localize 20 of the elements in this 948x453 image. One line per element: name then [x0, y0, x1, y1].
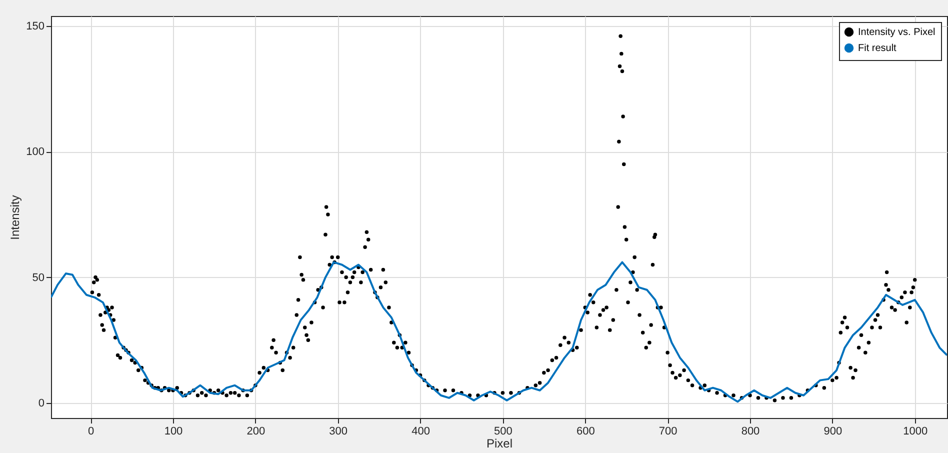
x-tick-label: 100	[164, 426, 183, 438]
x-tick-label: 300	[329, 426, 348, 438]
legend-label: Fit result	[858, 43, 897, 54]
y-axis-title: Intensity	[8, 195, 22, 240]
x-tick-label: 200	[246, 426, 266, 438]
x-tick-label: 500	[494, 426, 512, 438]
x-tick-label: 0	[88, 426, 94, 438]
line-series	[51, 261, 947, 403]
x-tick-label: 700	[658, 426, 678, 438]
y-tick-label: 150	[26, 20, 44, 33]
x-tick-label: 800	[741, 426, 760, 438]
x-tick-label: 600	[576, 426, 595, 438]
legend-label: Intensity vs. Pixel	[858, 27, 936, 38]
y-tick-label: 100	[26, 146, 44, 158]
y-tick-label: 50	[32, 272, 44, 284]
x-tick-label: 1000	[903, 426, 928, 438]
x-tick-label: 900	[824, 426, 842, 438]
x-axis-title: Pixel	[486, 436, 513, 450]
x-tick-label: 400	[412, 426, 430, 438]
y-tick-label: 0	[38, 397, 44, 410]
